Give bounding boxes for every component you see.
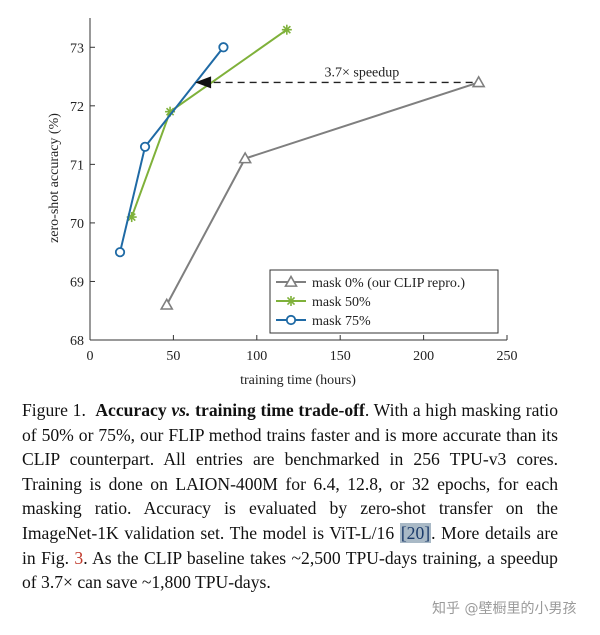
x-tick-label: 250 [497, 349, 518, 364]
data-point [471, 75, 486, 88]
data-point [238, 151, 253, 164]
star-stroke [127, 212, 136, 222]
data-point [285, 314, 297, 326]
legend-label: mask 75% [312, 314, 371, 329]
y-tick-label: 71 [70, 158, 84, 173]
y-tick-label: 69 [70, 275, 84, 290]
watermark: 知乎 @壁橱里的小男孩 [432, 601, 577, 617]
data-point [284, 274, 298, 287]
figure-link[interactable]: 3 [74, 547, 84, 568]
caption-text-3: . As the CLIP baseline takes ~2,500 TPU-… [22, 547, 558, 593]
annotation-group: 3.7× speedup [195, 65, 473, 89]
data-point [218, 42, 229, 53]
chart: 0 50 100 150 200 250 68 69 70 71 72 73 3.7× speedup… [47, 18, 518, 388]
figure-caption: Figure 1. Accuracy vs. training time tra… [22, 398, 558, 595]
star-stroke [282, 25, 291, 34]
y-tick-label: 72 [70, 100, 84, 115]
y-tick-label: 70 [70, 217, 84, 232]
caption-text-1: . With a high masking ratio of 50% or 75… [22, 400, 558, 543]
series-line [130, 28, 288, 218]
data-point [159, 297, 174, 310]
series-group [114, 24, 486, 310]
caption-lead: Figure 1. [22, 400, 86, 420]
caption-title-vs: vs. [171, 400, 191, 420]
data-point [139, 141, 151, 152]
x-tick-label: 0 [87, 349, 94, 364]
tick-labels: 0 50 100 150 200 250 68 69 70 71 72 73 [70, 41, 518, 364]
y-tick-label: 73 [70, 41, 84, 56]
caption-title: Accuracy vs. training time trade-off [95, 400, 365, 420]
caption-title-pre: Accuracy [95, 400, 172, 420]
y-axis-label: zero-shot accuracy (%) [47, 113, 62, 243]
caption-text-2: . More details are in Fig. [22, 522, 559, 568]
annotation-arrow-head [195, 76, 212, 89]
x-tick-label: 150 [330, 349, 351, 364]
data-point [114, 247, 126, 258]
x-tick-label: 50 [166, 349, 180, 364]
x-axis-label: training time (hours) [240, 373, 356, 388]
caption-title-post: training time trade-off [190, 400, 365, 420]
axes [89, 18, 508, 341]
x-tick-label: 200 [413, 349, 434, 364]
data-point [281, 24, 292, 35]
y-tick-label: 68 [70, 334, 84, 349]
citation-link[interactable]: [20] [399, 522, 432, 543]
legend: mask 0% (our CLIP repro.) mask 50% mask 75… [269, 269, 499, 334]
star-stroke [165, 107, 175, 116]
legend-label: mask 50% [312, 295, 371, 310]
legend-label: mask 0% (our CLIP repro.) [312, 276, 465, 291]
annotation-label: 3.7× speedup [324, 65, 399, 80]
data-point [286, 296, 296, 306]
data-point [165, 106, 176, 117]
legend-box [269, 269, 499, 334]
star-stroke [286, 296, 296, 306]
x-tick-label: 100 [246, 349, 267, 364]
